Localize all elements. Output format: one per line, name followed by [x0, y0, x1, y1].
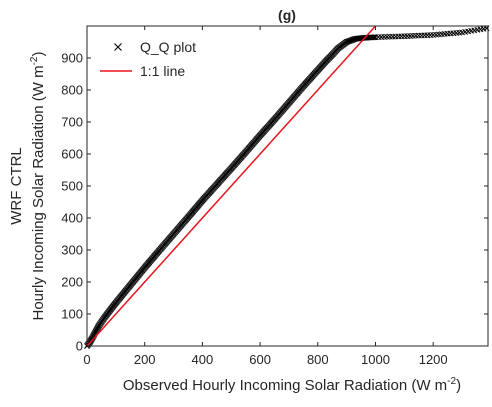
qq-point: [370, 34, 377, 41]
x-axis-label-sup: -2: [447, 376, 456, 387]
y-axis-label-main: Hourly Incoming Solar Radiation (W m: [30, 65, 47, 320]
legend-marker-qq: [114, 43, 122, 51]
y-tick-label: 300: [61, 243, 83, 258]
y-tick-label: 600: [61, 147, 83, 162]
qq-plot-series: [84, 25, 490, 349]
x-tick-label: 0: [83, 352, 90, 367]
plot-area: [84, 25, 490, 349]
x-axis-label-end: ): [456, 377, 461, 394]
y-tick-label: 700: [61, 115, 83, 130]
legend: Q_Q plot 1:1 line: [100, 39, 196, 79]
y-tick-labels: 0 100 200 300 400 500 600 700 800 900: [61, 51, 83, 354]
y-tick-label: 0: [76, 339, 83, 354]
y-tick-label: 100: [61, 307, 83, 322]
y-tick-label: 400: [61, 211, 83, 226]
y-axis-label-end: ): [30, 52, 47, 57]
x-axis-label: Observed Hourly Incoming Solar Radiation…: [123, 376, 461, 394]
one-to-one-line: [86, 25, 377, 347]
y-tick-label: 500: [61, 179, 83, 194]
chart-title: (g): [278, 7, 296, 23]
y-tick-label: 900: [61, 51, 83, 66]
y-tick-label: 200: [61, 275, 83, 290]
x-axis-label-main: Observed Hourly Incoming Solar Radiation…: [123, 377, 447, 394]
x-tick-label: 1000: [361, 352, 390, 367]
axes-frame: [86, 25, 489, 347]
x-tick-label: 600: [249, 352, 271, 367]
y-axis-label-sup: -2: [29, 56, 40, 65]
x-tick-labels: 0 200 400 600 800 1000 1200: [83, 352, 447, 367]
x-tick-label: 800: [307, 352, 329, 367]
legend-label-qq: Q_Q plot: [140, 39, 196, 55]
y-axis-label-line1: WRF CTRL: [8, 147, 25, 225]
legend-label-11: 1:1 line: [140, 63, 185, 79]
x-tick-label: 400: [192, 352, 214, 367]
x-tick-label: 200: [134, 352, 156, 367]
y-axis-label-line2: Hourly Incoming Solar Radiation (W m-2): [29, 52, 47, 321]
x-tick-label: 1200: [419, 352, 448, 367]
y-tick-label: 800: [61, 83, 83, 98]
